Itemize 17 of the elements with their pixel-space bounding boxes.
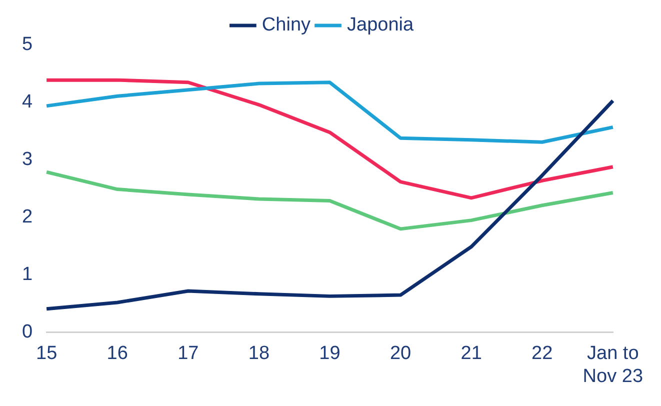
legend-label: Chiny (262, 14, 312, 36)
y-tick-label: 2 (22, 206, 33, 228)
x-tick-label: 16 (106, 343, 128, 364)
x-tick-label: 15 (36, 343, 58, 364)
y-tick-label: 5 (22, 34, 33, 56)
y-tick-label: 3 (22, 149, 33, 170)
y-tick-label: 4 (22, 92, 33, 113)
x-tick-label: Jan to Nov 23 (582, 343, 643, 387)
legend-label: Japonia (347, 14, 414, 36)
x-tick-label: 18 (248, 343, 270, 364)
x-tick-label: 21 (460, 343, 482, 364)
x-tick-label: 22 (532, 343, 553, 364)
y-tick-label: 0 (22, 322, 33, 343)
x-tick-label: 20 (390, 343, 412, 364)
x-tick-label: 17 (178, 343, 199, 364)
x-tick-label: 19 (319, 343, 340, 364)
y-tick-label: 1 (22, 264, 33, 286)
